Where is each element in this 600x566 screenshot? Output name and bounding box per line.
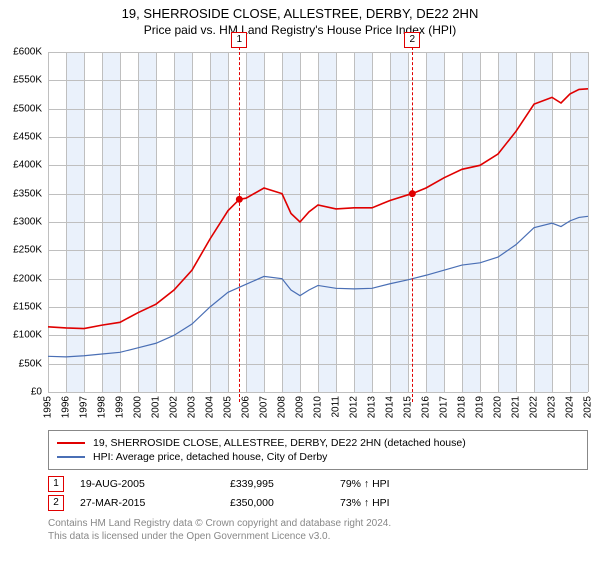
gridline-v bbox=[588, 52, 589, 392]
chart-subtitle: Price paid vs. HM Land Registry's House … bbox=[0, 23, 600, 37]
x-axis-label: 1997 bbox=[79, 396, 90, 418]
y-axis-label: £450K bbox=[0, 132, 42, 143]
sale-vs-hpi: 79% ↑ HPI bbox=[340, 478, 440, 490]
x-axis-label: 2014 bbox=[385, 396, 396, 418]
gridline-h bbox=[48, 392, 588, 393]
sale-marker-box: 1 bbox=[231, 32, 247, 48]
sale-vs-hpi: 73% ↑ HPI bbox=[340, 497, 440, 509]
y-axis-label: £400K bbox=[0, 160, 42, 171]
x-axis-label: 2013 bbox=[367, 396, 378, 418]
chart-title: 19, SHERROSIDE CLOSE, ALLESTREE, DERBY, … bbox=[0, 6, 600, 21]
sale-row: 2 27-MAR-2015£350,00073% ↑ HPI bbox=[48, 495, 588, 511]
legend-label: 19, SHERROSIDE CLOSE, ALLESTREE, DERBY, … bbox=[93, 437, 466, 449]
legend-area: 19, SHERROSIDE CLOSE, ALLESTREE, DERBY, … bbox=[48, 430, 588, 543]
legend-row: HPI: Average price, detached house, City… bbox=[57, 451, 579, 463]
y-axis-label: £250K bbox=[0, 245, 42, 256]
x-axis-label: 2017 bbox=[439, 396, 450, 418]
x-axis-label: 2019 bbox=[475, 396, 486, 418]
x-axis-label: 2002 bbox=[169, 396, 180, 418]
y-axis-label: £550K bbox=[0, 75, 42, 86]
legend-box: 19, SHERROSIDE CLOSE, ALLESTREE, DERBY, … bbox=[48, 430, 588, 470]
legend-swatch bbox=[57, 456, 85, 458]
y-axis-label: £200K bbox=[0, 273, 42, 284]
sale-date: 19-AUG-2005 bbox=[80, 478, 230, 490]
series-property bbox=[48, 89, 588, 329]
x-axis-label: 1995 bbox=[43, 396, 54, 418]
y-axis-label: £600K bbox=[0, 47, 42, 58]
series-hpi bbox=[48, 216, 588, 357]
sale-date: 27-MAR-2015 bbox=[80, 497, 230, 509]
sale-number-box: 1 bbox=[48, 476, 64, 492]
x-axis-label: 1999 bbox=[115, 396, 126, 418]
x-axis-label: 2011 bbox=[331, 396, 342, 418]
chart-plot-area: 12 £0£50K£100K£150K£200K£250K£300K£350K£… bbox=[48, 52, 588, 392]
y-axis-label: £500K bbox=[0, 103, 42, 114]
x-axis-label: 2024 bbox=[565, 396, 576, 418]
x-axis-label: 2025 bbox=[583, 396, 594, 418]
x-axis-label: 2012 bbox=[349, 396, 360, 418]
x-axis-label: 2015 bbox=[403, 396, 414, 418]
x-axis-label: 2001 bbox=[151, 396, 162, 418]
x-axis-label: 2023 bbox=[547, 396, 558, 418]
x-axis-label: 2004 bbox=[205, 396, 216, 418]
x-axis-label: 2003 bbox=[187, 396, 198, 418]
x-axis-label: 2005 bbox=[223, 396, 234, 418]
y-axis-label: £50K bbox=[0, 358, 42, 369]
legend-label: HPI: Average price, detached house, City… bbox=[93, 451, 327, 463]
y-axis-label: £300K bbox=[0, 217, 42, 228]
y-axis-label: £0 bbox=[0, 387, 42, 398]
x-axis-label: 2022 bbox=[529, 396, 540, 418]
sale-price: £350,000 bbox=[230, 497, 340, 509]
x-axis-label: 1996 bbox=[61, 396, 72, 418]
sale-row: 1 19-AUG-2005£339,99579% ↑ HPI bbox=[48, 476, 588, 492]
y-axis-label: £350K bbox=[0, 188, 42, 199]
y-axis-label: £100K bbox=[0, 330, 42, 341]
legend-row: 19, SHERROSIDE CLOSE, ALLESTREE, DERBY, … bbox=[57, 437, 579, 449]
sale-marker-line bbox=[412, 42, 414, 402]
x-axis-label: 2009 bbox=[295, 396, 306, 418]
x-axis-label: 1998 bbox=[97, 396, 108, 418]
x-axis-label: 2016 bbox=[421, 396, 432, 418]
attribution-l2: This data is licensed under the Open Gov… bbox=[48, 530, 588, 543]
x-axis-label: 2018 bbox=[457, 396, 468, 418]
attribution-l1: Contains HM Land Registry data © Crown c… bbox=[48, 517, 588, 530]
sale-number-box: 2 bbox=[48, 495, 64, 511]
y-axis-label: £150K bbox=[0, 302, 42, 313]
x-axis-label: 2006 bbox=[241, 396, 252, 418]
sales-table: 1 19-AUG-2005£339,99579% ↑ HPI 2 27-MAR-201… bbox=[48, 476, 588, 511]
legend-swatch bbox=[57, 442, 85, 444]
sale-marker-box: 2 bbox=[404, 32, 420, 48]
x-axis-label: 2000 bbox=[133, 396, 144, 418]
chart-lines bbox=[48, 52, 588, 392]
x-axis-label: 2007 bbox=[259, 396, 270, 418]
x-axis-label: 2020 bbox=[493, 396, 504, 418]
attribution: Contains HM Land Registry data © Crown c… bbox=[48, 517, 588, 543]
sale-price: £339,995 bbox=[230, 478, 340, 490]
x-axis-label: 2010 bbox=[313, 396, 324, 418]
x-axis-label: 2021 bbox=[511, 396, 522, 418]
x-axis-label: 2008 bbox=[277, 396, 288, 418]
sale-marker-line bbox=[239, 42, 241, 402]
